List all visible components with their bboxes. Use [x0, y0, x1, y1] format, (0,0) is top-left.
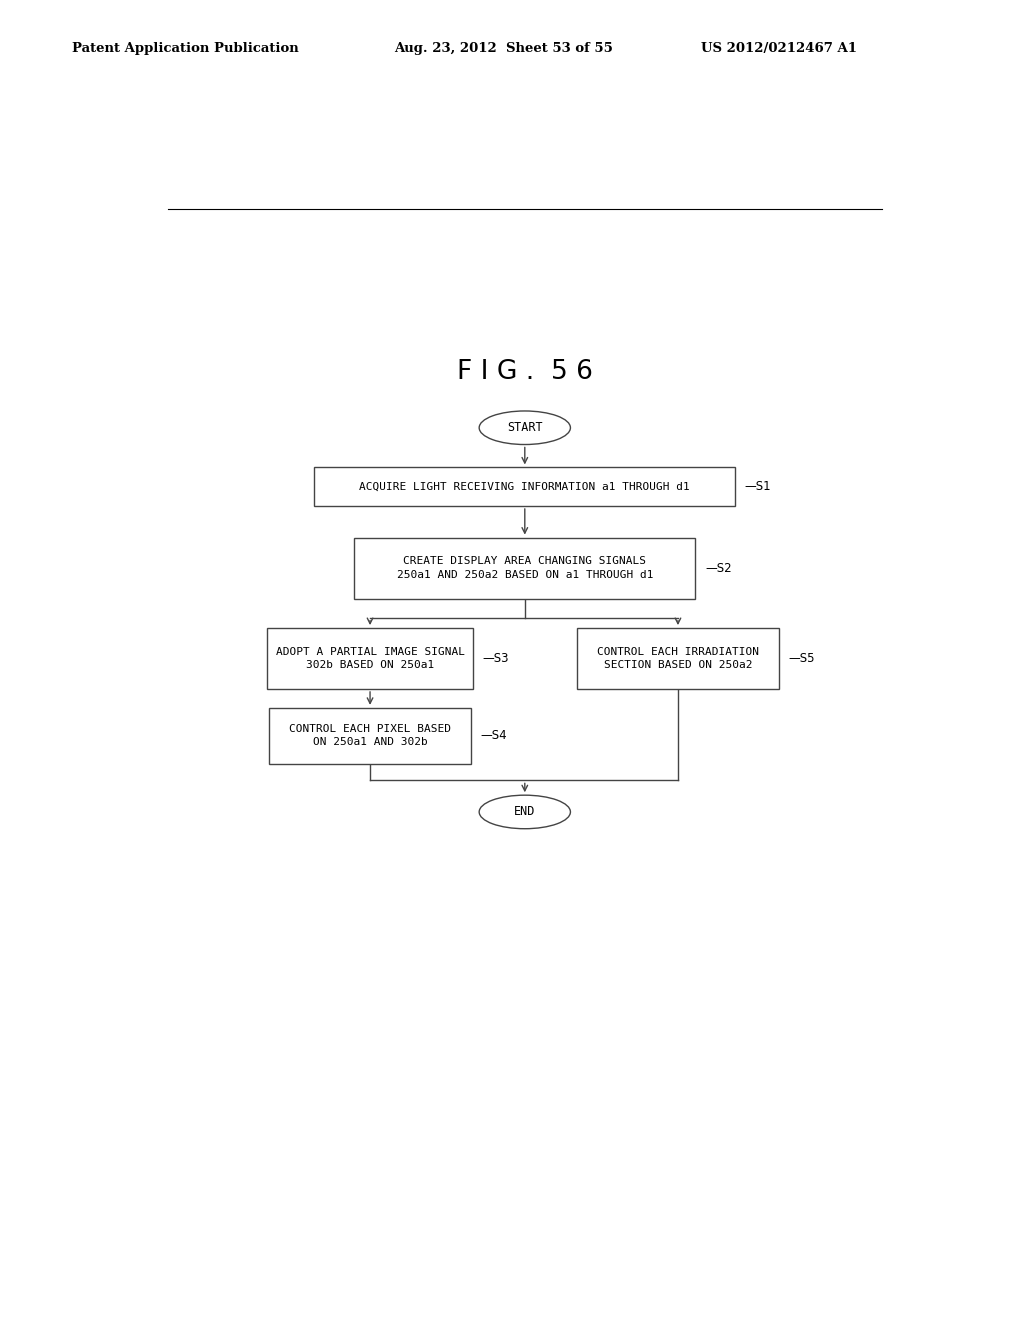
Text: Patent Application Publication: Patent Application Publication: [72, 42, 298, 54]
Text: —S4: —S4: [480, 729, 507, 742]
FancyBboxPatch shape: [354, 537, 695, 598]
Text: —S2: —S2: [705, 561, 731, 574]
Ellipse shape: [479, 411, 570, 445]
FancyBboxPatch shape: [314, 467, 735, 506]
Text: END: END: [514, 805, 536, 818]
Text: CONTROL EACH PIXEL BASED
ON 250a1 AND 302b: CONTROL EACH PIXEL BASED ON 250a1 AND 30…: [289, 725, 451, 747]
Text: —S1: —S1: [744, 480, 771, 494]
Text: CREATE DISPLAY AREA CHANGING SIGNALS
250a1 AND 250a2 BASED ON a1 THROUGH d1: CREATE DISPLAY AREA CHANGING SIGNALS 250…: [396, 557, 653, 579]
Text: ADOPT A PARTIAL IMAGE SIGNAL
302b BASED ON 250a1: ADOPT A PARTIAL IMAGE SIGNAL 302b BASED …: [275, 647, 465, 671]
Text: —S3: —S3: [482, 652, 509, 665]
Text: Aug. 23, 2012  Sheet 53 of 55: Aug. 23, 2012 Sheet 53 of 55: [394, 42, 613, 54]
FancyBboxPatch shape: [269, 708, 471, 764]
Text: ACQUIRE LIGHT RECEIVING INFORMATION a1 THROUGH d1: ACQUIRE LIGHT RECEIVING INFORMATION a1 T…: [359, 482, 690, 491]
Text: START: START: [507, 421, 543, 434]
Text: F I G .  5 6: F I G . 5 6: [457, 359, 593, 385]
Text: US 2012/0212467 A1: US 2012/0212467 A1: [701, 42, 857, 54]
Text: CONTROL EACH IRRADIATION
SECTION BASED ON 250a2: CONTROL EACH IRRADIATION SECTION BASED O…: [597, 647, 759, 671]
FancyBboxPatch shape: [577, 628, 779, 689]
Ellipse shape: [479, 795, 570, 829]
Text: —S5: —S5: [788, 652, 815, 665]
FancyBboxPatch shape: [267, 628, 473, 689]
